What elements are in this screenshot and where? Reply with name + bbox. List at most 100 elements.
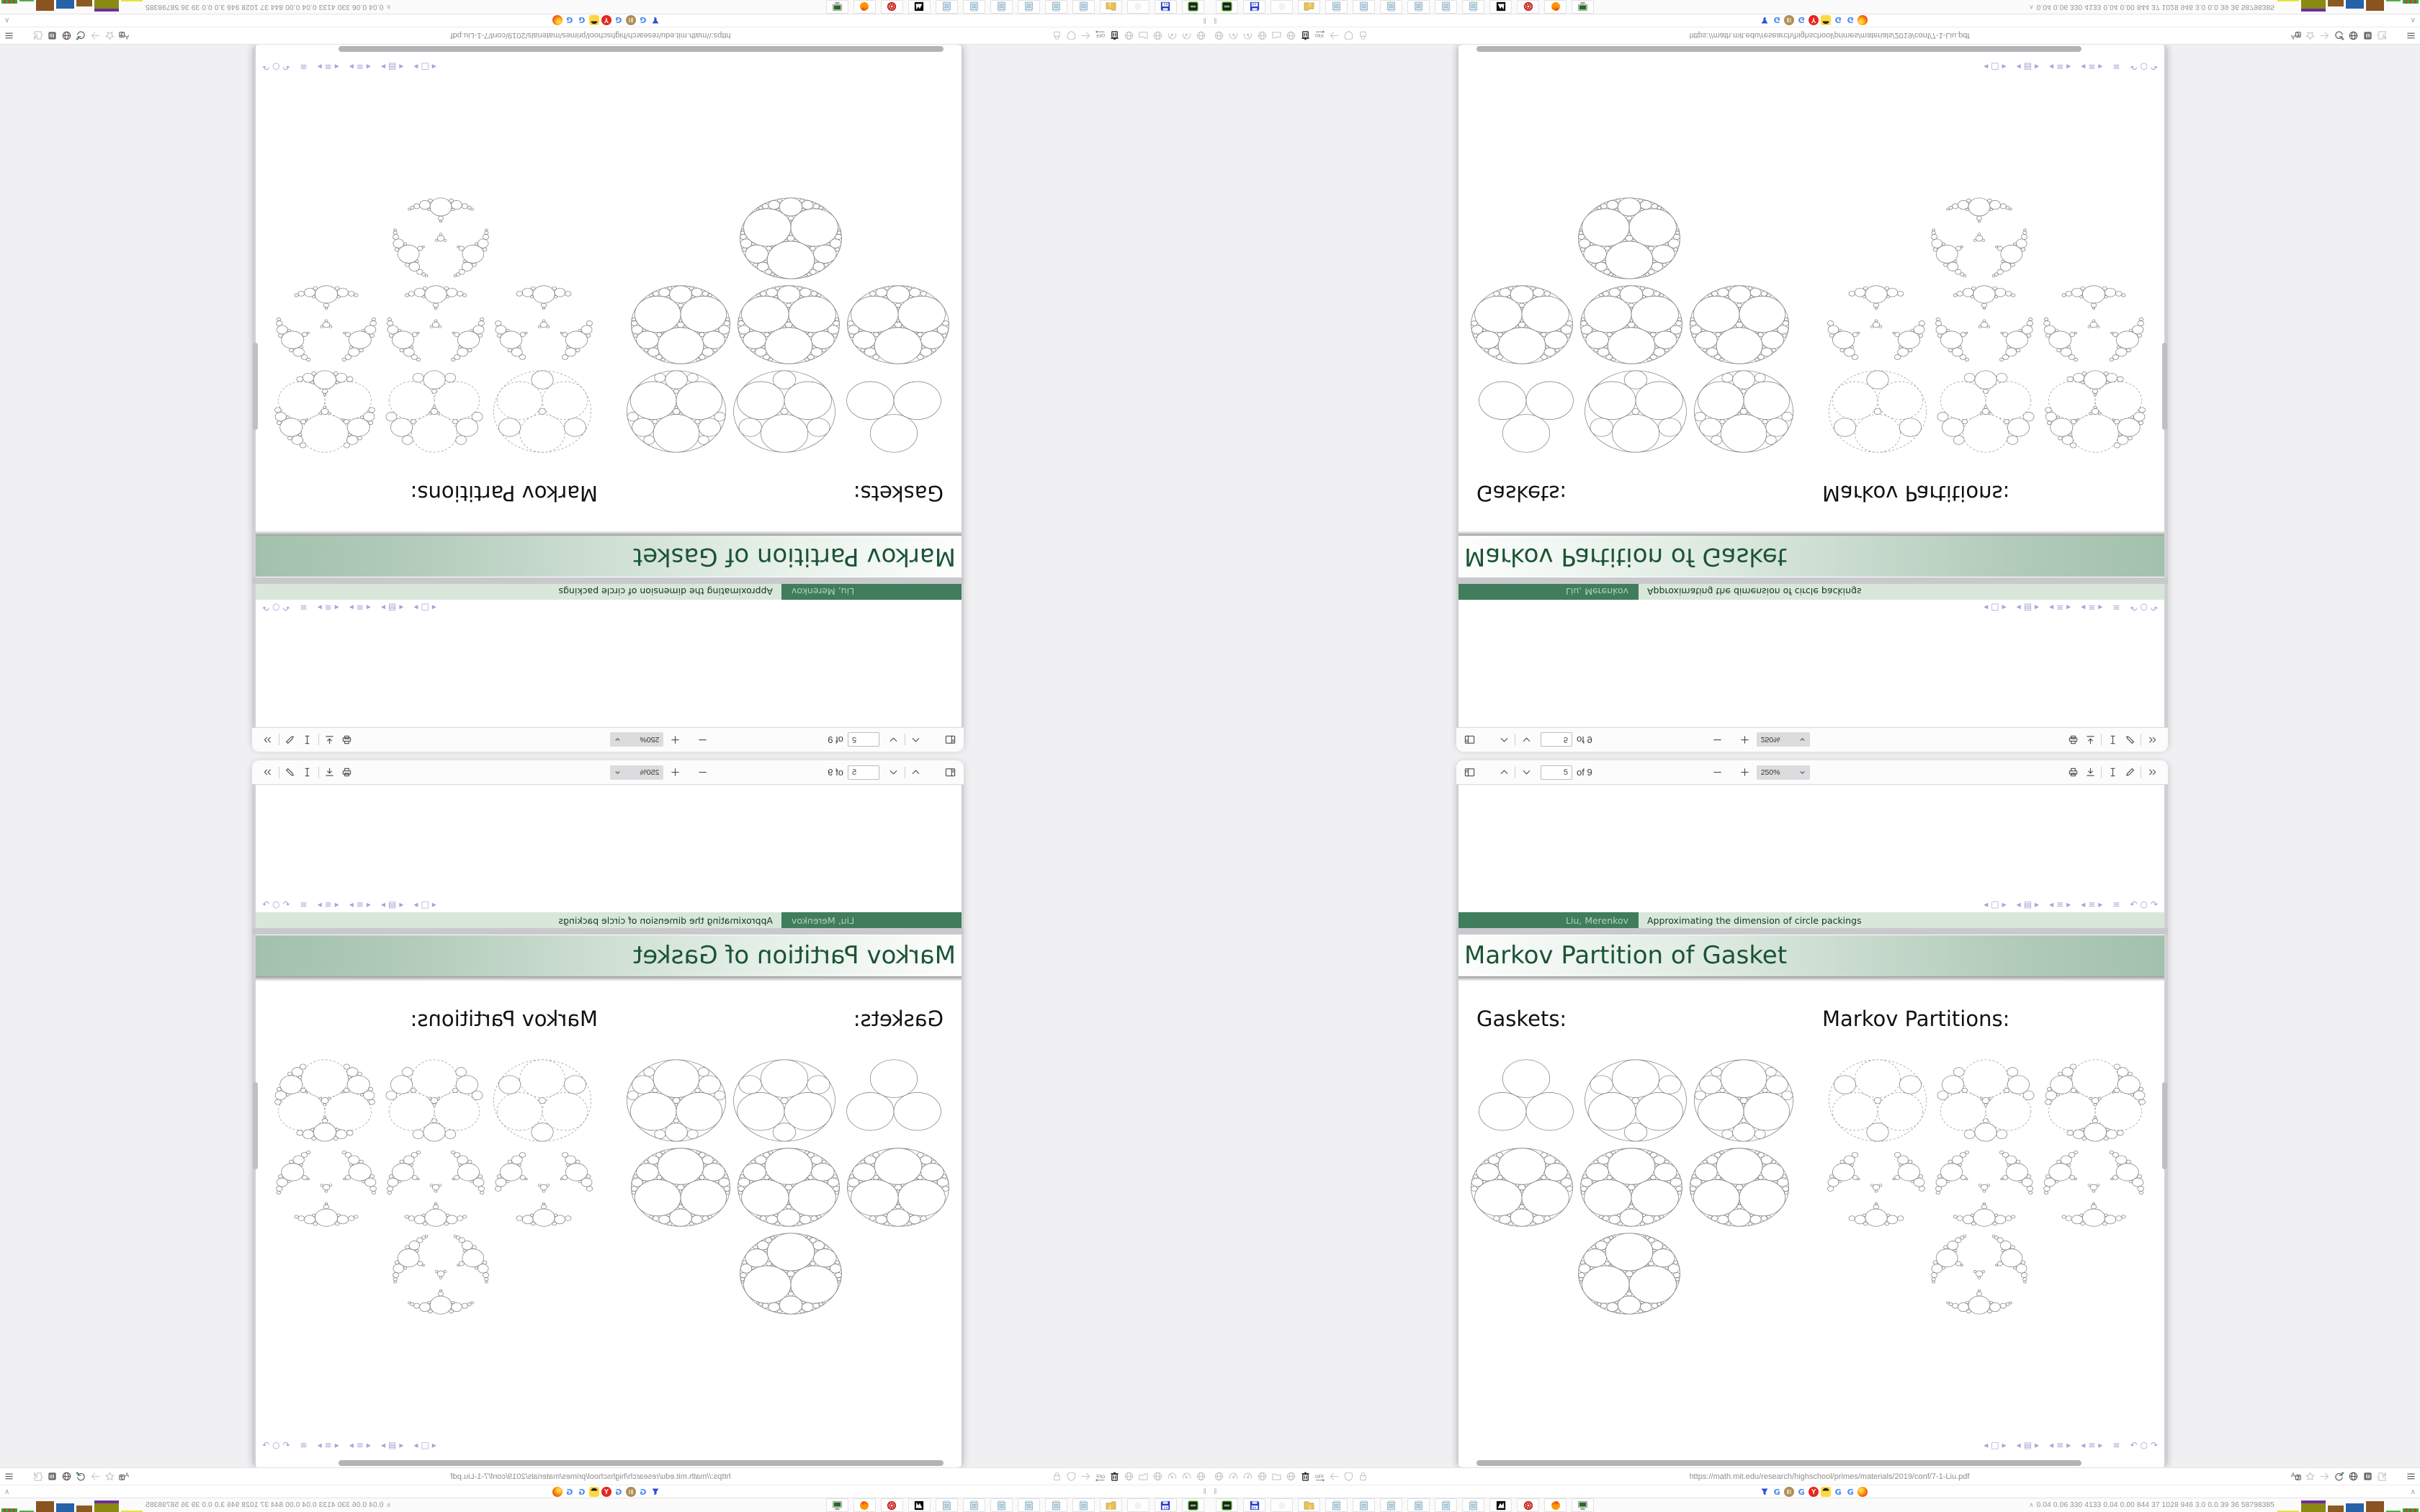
beamer-undo-icon[interactable]: ↶ [282,603,290,613]
terminal-green-icon[interactable] [1216,1498,1238,1512]
monitor-icon[interactable] [1572,0,1594,14]
star-icon[interactable] [104,30,116,42]
notepad-icon[interactable] [990,1498,1013,1512]
firefox-icon[interactable] [853,0,876,14]
emoji-favicon[interactable] [588,1487,599,1497]
gauge-icon[interactable] [1242,1470,1254,1482]
google-favicon[interactable]: G [1798,1487,1805,1497]
shield-icon[interactable] [1343,30,1355,42]
beamer-undo-icon[interactable]: ↶ [282,62,290,72]
beamer-section-icon[interactable]: ≡ [2056,603,2064,613]
ghost-icon[interactable] [1270,0,1293,14]
page-up-icon[interactable] [908,732,925,749]
monitor-icon[interactable] [826,1498,848,1512]
beamer-appendix-icon[interactable]: ≡ [2112,603,2120,613]
beamer-nav-symbols[interactable]: ◂ □ ▸ ◂ ▤ ▸ ◂ ≡ ▸ ◂ ≡ ▸ ≡ ↶ ○ ↷ [261,603,437,613]
collapse-chevron-icon[interactable]: ∧ [4,1488,10,1496]
beamer-next-subsection-icon[interactable]: ▸ [2098,62,2103,72]
beamer-search-icon[interactable]: ○ [2140,1440,2148,1450]
beamer-nav-symbols[interactable]: ◂ □ ▸ ◂ ▤ ▸ ◂ ≡ ▸ ◂ ≡ ▸ ≡ ↶ ○ ↷ [261,1440,437,1450]
horizontal-scrollbar-thumb[interactable] [339,46,944,52]
google-favicon[interactable]: G [566,15,573,25]
emoji-favicon[interactable] [588,15,599,25]
beamer-subsection-icon[interactable]: ≡ [324,62,332,72]
floppy-64-icon[interactable]: 64 [1243,1498,1265,1512]
save-icon[interactable] [321,764,339,781]
puzzle-icon[interactable] [32,1470,44,1482]
page-down-icon[interactable] [885,764,902,781]
page-number-input[interactable] [848,765,879,780]
shield-icon[interactable] [1343,1470,1355,1482]
beamer-prev-subsection-icon[interactable]: ◂ [2081,1440,2086,1450]
notepad-icon[interactable] [1353,0,1375,14]
page-down-icon[interactable] [885,732,902,749]
beamer-prev-subsection-icon[interactable]: ◂ [2081,62,2086,72]
beamer-appendix-icon[interactable]: ≡ [300,1440,308,1450]
beamer-next-frame-icon[interactable]: ▸ [380,62,385,72]
page-up-icon[interactable] [1495,732,1512,749]
page-number-input[interactable] [1541,765,1572,780]
vertical-scrollbar[interactable] [253,53,258,726]
coin-favicon[interactable]: ⅡⅠ [625,15,636,25]
puzzle-icon[interactable] [32,30,44,42]
firefox-icon[interactable] [1544,0,1567,14]
chevrons-right-icon[interactable] [17,1470,30,1482]
google-favicon[interactable]: G [640,15,647,25]
beamer-next-subsection-icon[interactable]: ▸ [317,899,322,909]
reload-icon[interactable] [2333,1470,2345,1482]
beamer-redo-icon[interactable]: ↷ [262,1440,270,1450]
beamer-nav-symbols[interactable]: ◂ □ ▸ ◂ ▤ ▸ ◂ ≡ ▸ ◂ ≡ ▸ ≡ ↶ ○ ↷ [1983,603,2159,613]
terminal-green-icon[interactable] [1182,0,1204,14]
gauge-icon[interactable] [1242,30,1254,42]
beamer-prev-section-icon[interactable]: ◂ [366,603,371,613]
beamer-prev-subsection-icon[interactable]: ◂ [334,603,339,613]
beamer-search-icon[interactable]: ○ [2140,603,2148,613]
off-toggle-icon[interactable]: OFF [1094,30,1106,42]
yandex-favicon[interactable]: Y [1809,15,1819,25]
sidebar-toggle-icon[interactable] [1461,732,1478,749]
google-favicon[interactable]: G [640,1487,647,1497]
beamer-appendix-icon[interactable]: ≡ [2112,899,2120,909]
collapse-chevron-icon[interactable]: ∧ [2410,16,2416,24]
vertical-scrollbar[interactable] [253,786,258,1459]
beamer-next-subsection-icon[interactable]: ▸ [2098,603,2103,613]
beamer-undo-icon[interactable]: ↶ [282,1440,290,1450]
vertical-scrollbar-thumb[interactable] [2162,342,2167,431]
google-favicon[interactable]: G [1834,1487,1842,1497]
google-favicon[interactable]: G [615,15,622,25]
notepad-icon[interactable] [1435,1498,1457,1512]
gauge-icon[interactable] [1180,30,1193,42]
translate-icon[interactable]: A [2290,30,2302,42]
google-favicon[interactable]: G [1773,1487,1780,1497]
beamer-frames-icon[interactable]: ▤ [387,1440,397,1450]
red-gear-icon[interactable] [1517,0,1539,14]
print-icon[interactable] [2064,732,2081,749]
beamer-section-icon[interactable]: ≡ [356,62,364,72]
notepad-icon[interactable] [1045,0,1067,14]
arrow-right-icon[interactable] [2318,1470,2331,1482]
shield-icon[interactable] [1065,1470,1077,1482]
translate-icon[interactable]: A [2290,1470,2302,1482]
beamer-next-subsection-icon[interactable]: ▸ [2098,899,2103,909]
print-icon[interactable] [339,764,356,781]
zoom-out-icon[interactable] [1709,764,1726,781]
vertical-scrollbar[interactable] [2162,53,2167,726]
beamer-slide-icon[interactable]: □ [421,899,429,909]
folder-yellow-icon[interactable] [1298,0,1320,14]
ghost-icon[interactable] [1127,0,1150,14]
funnel-favicon[interactable] [1760,15,1770,25]
lock-icon[interactable] [1051,1470,1063,1482]
globe-icon[interactable] [1256,30,1268,42]
globe-icon[interactable] [1213,30,1225,42]
beamer-prev-subsection-icon[interactable]: ◂ [2081,899,2086,909]
beamer-search-icon[interactable]: ○ [272,1440,280,1450]
globe-icon[interactable] [60,30,73,42]
beamer-next-slide-icon[interactable]: ▸ [2002,603,2007,613]
back-arrow-icon[interactable] [1080,1470,1092,1482]
beamer-next-frame-icon[interactable]: ▸ [2035,1440,2040,1450]
globe-icon[interactable] [60,1470,73,1482]
beamer-prev-slide-icon[interactable]: ◂ [1984,1440,1989,1450]
zoom-level-select[interactable]: 250% [1756,732,1810,747]
terminal-green-icon[interactable] [1216,0,1238,14]
beamer-next-subsection-icon[interactable]: ▸ [317,62,322,72]
